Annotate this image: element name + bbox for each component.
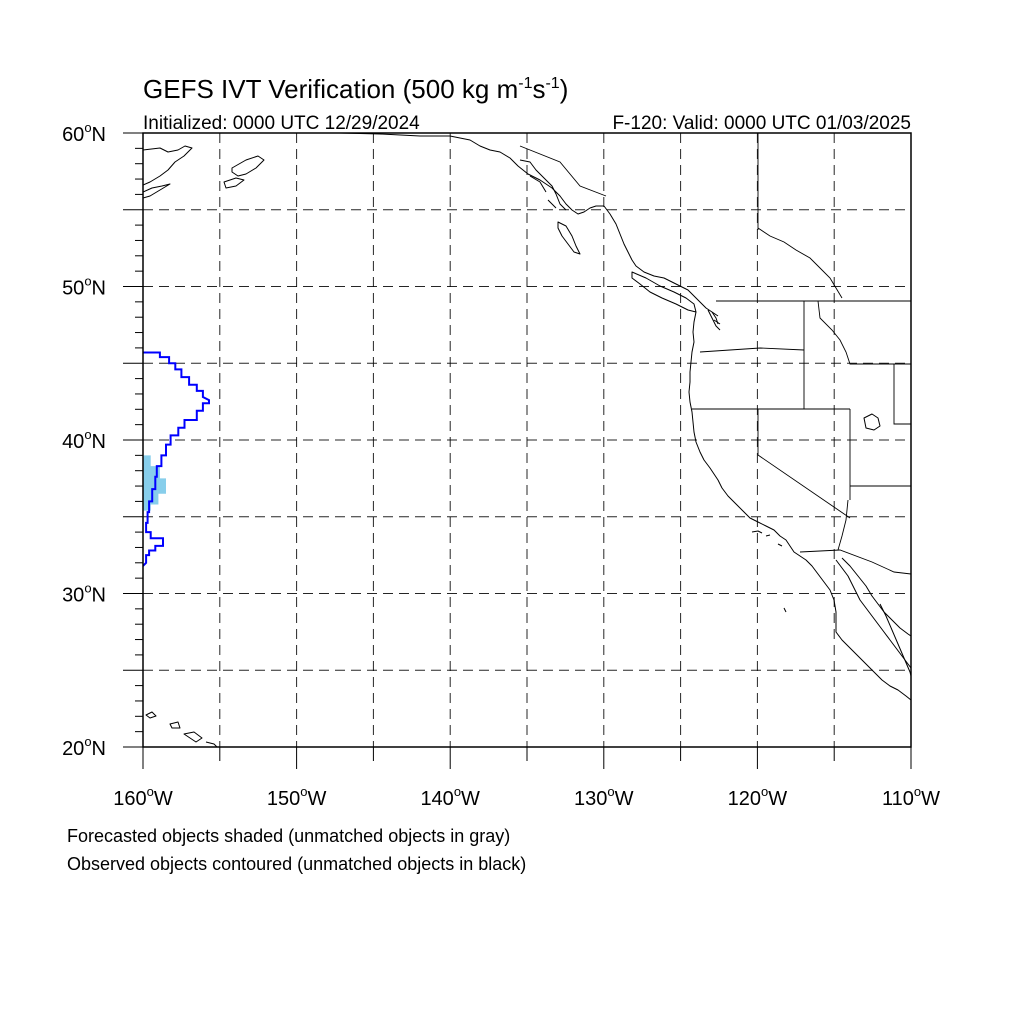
gulf-of-alaska-coast (300, 133, 604, 215)
alaska-bc-border (519, 145, 607, 197)
map-plot-area (143, 133, 911, 747)
kodiak-island-coast (231, 155, 265, 177)
gulf-of-california-coast (841, 557, 911, 637)
coastlines (143, 133, 911, 747)
figure-title: GEFS IVT Verification (500 kg m-1s-1) (143, 74, 568, 104)
longitude-labels: 160oW 150oW 140oW 130oW 120oW 110oW (113, 784, 940, 810)
wyoming-border (893, 363, 911, 425)
initialized-time: Initialized: 0000 UTC 12/29/2024 (143, 113, 420, 134)
aleutian-coast-segment (143, 183, 171, 199)
observed-legend-note: Observed objects contoured (unmatched ob… (67, 854, 526, 874)
latitude-tick-label: 50oN (62, 274, 106, 300)
latitude-tick-label: 20oN (62, 734, 106, 760)
alaska-peninsula-coast (143, 145, 193, 186)
channel-islands-coast (751, 530, 787, 613)
se-alaska-islands-coast (519, 159, 567, 211)
bc-alberta-border (757, 227, 843, 299)
longitude-tick-label: 110oW (882, 784, 940, 810)
alaska-coast-segment (223, 177, 245, 189)
hawaii-islands-coast (145, 711, 218, 747)
great-salt-lake-coast (863, 413, 881, 431)
longitude-tick-label: 150oW (267, 784, 327, 810)
baja-california-coast (835, 559, 911, 669)
arizona-border (837, 499, 849, 551)
us-mexico-border (799, 549, 911, 575)
us-west-coast (688, 311, 911, 701)
longitude-tick-label: 130oW (574, 784, 634, 810)
map-gridlines (143, 133, 911, 747)
washington-oregon-border (699, 347, 805, 353)
puget-sound-coast (707, 309, 721, 331)
longitude-tick-label: 160oW (113, 784, 173, 810)
political-borders (519, 133, 911, 575)
california-nevada-border (757, 409, 851, 519)
latitude-labels: 60oN 50oN 40oN 30oN 20oN (62, 120, 106, 760)
british-columbia-coast (603, 205, 719, 325)
latitude-tick-label: 30oN (62, 581, 106, 607)
latitude-tick-label: 40oN (62, 427, 106, 453)
latitude-tick-label: 60oN (62, 120, 106, 146)
longitude-tick-label: 120oW (728, 784, 788, 810)
mexico-mainland-coast (879, 603, 911, 677)
forecast-legend-note: Forecasted objects shaded (unmatched obj… (67, 826, 510, 846)
axis-ticks (123, 132, 912, 769)
longitude-tick-label: 140oW (420, 784, 480, 810)
idaho-montana-border (817, 300, 894, 365)
haida-gwaii-coast (557, 221, 581, 255)
vancouver-island-coast (631, 271, 697, 313)
valid-time: F-120: Valid: 0000 UTC 01/03/2025 (612, 113, 911, 134)
observed-object-contour (143, 351, 210, 567)
